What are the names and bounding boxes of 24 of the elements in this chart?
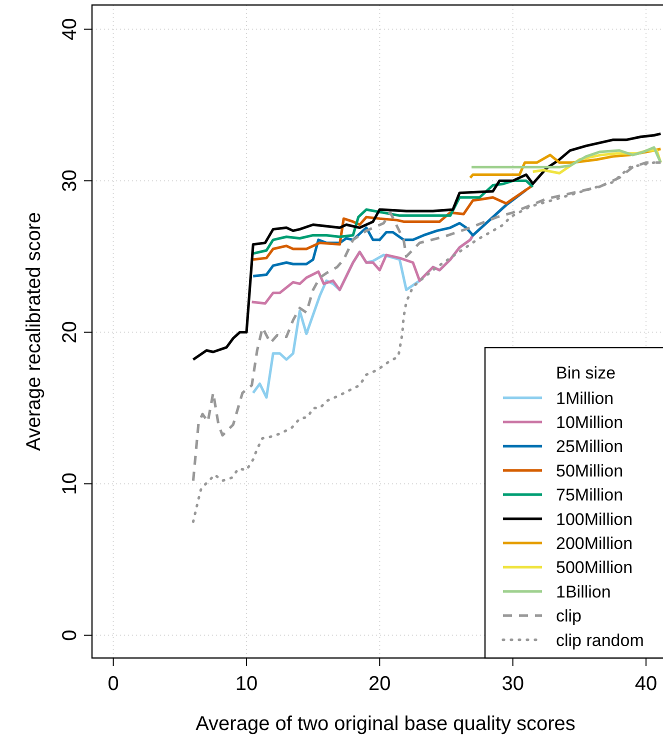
x-axis-title: Average of two original base quality scores bbox=[196, 713, 576, 735]
legend-label: 10Million bbox=[556, 413, 624, 432]
x-tick-label: 20 bbox=[368, 673, 391, 695]
x-tick-label: 0 bbox=[108, 673, 119, 695]
legend-label: 100Million bbox=[556, 510, 633, 529]
y-tick-label: 10 bbox=[59, 472, 81, 495]
x-tick-label: 40 bbox=[634, 673, 658, 695]
legend-label: 1Million bbox=[556, 388, 614, 408]
legend-label: clip bbox=[556, 606, 582, 626]
legend-label: clip random bbox=[556, 630, 644, 650]
y-axis-title: Average recalibrated score bbox=[23, 212, 45, 451]
legend-label: 200Million bbox=[556, 534, 633, 553]
legend-label: 25Million bbox=[556, 437, 624, 456]
x-tick-label: 10 bbox=[235, 673, 258, 695]
y-tick-label: 40 bbox=[59, 18, 81, 40]
y-tick-label: 30 bbox=[59, 170, 81, 192]
legend-label: 75Million bbox=[556, 486, 624, 505]
legend-title: Bin size bbox=[556, 364, 616, 383]
y-tick-label: 20 bbox=[59, 321, 81, 344]
y-tick-label: 0 bbox=[59, 630, 81, 641]
x-tick-label: 30 bbox=[502, 673, 524, 695]
legend-label: 500Million bbox=[556, 558, 633, 578]
legend-label: 1Billion bbox=[556, 582, 611, 602]
legend-label: 50Million bbox=[556, 461, 624, 480]
